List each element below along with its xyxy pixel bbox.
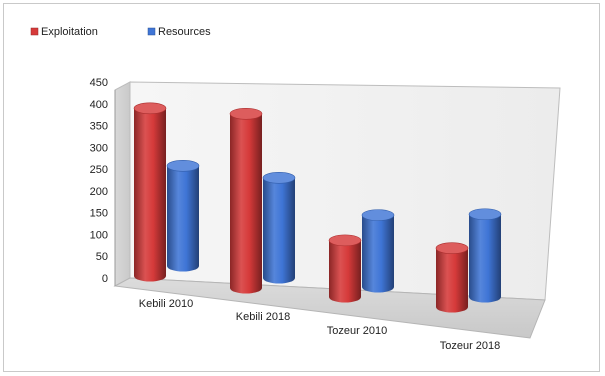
legend-swatch [30,27,39,36]
y-tick-label: 50 [96,251,108,263]
y-tick-label: 200 [90,186,108,198]
y-axis-ticks: 0 50 100 150 200 250 300 350 400 450 [90,77,108,285]
bar-exploitation-kebili-2018 [229,107,263,294]
bar-exploitation-tozeur-2010 [328,234,362,303]
x-tick-label: Tozeur 2010 [327,325,388,337]
bar-resources-kebili-2018 [262,172,296,284]
bars [133,102,502,313]
x-tick-label: Kebili 2010 [139,298,193,310]
y-tick-label: 400 [90,99,108,111]
bar-resources-tozeur-2010 [361,209,395,293]
y-tick-label: 0 [102,273,108,285]
bar-exploitation-tozeur-2018 [435,242,469,313]
chart-floor [113,277,546,339]
chart-side-wall [114,81,131,287]
x-axis-labels: Kebili 2010 Kebili 2018 Tozeur 2010 Tozeur … [139,298,500,352]
y-tick-label: 300 [90,142,108,154]
y-tick-label: 350 [90,121,108,133]
y-tick-label: 250 [90,164,108,176]
y-tick-label: 450 [90,77,108,89]
legend-item-resources: Resources [147,26,211,38]
bar-resources-kebili-2010 [166,160,200,272]
legend-label: Exploitation [41,26,98,38]
bar-exploitation-kebili-2010 [133,102,167,282]
x-tick-label: Kebili 2018 [236,311,290,323]
legend: Exploitation Resources [30,26,211,38]
y-tick-label: 100 [90,229,108,241]
bar-resources-tozeur-2018 [468,208,502,303]
y-tick-label: 150 [90,208,108,220]
x-tick-label: Tozeur 2018 [440,340,501,352]
legend-swatch [147,27,156,36]
legend-label: Resources [158,26,211,38]
legend-item-exploitation: Exploitation [30,26,98,38]
